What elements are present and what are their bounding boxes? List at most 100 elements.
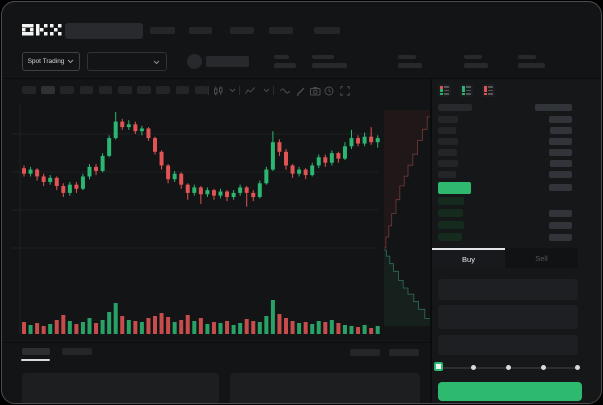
amount-bar — [549, 116, 572, 123]
market-stat-value-placeholder — [464, 63, 488, 68]
price-bar — [438, 149, 457, 156]
draw-pencil-icon[interactable] — [296, 86, 306, 96]
candlestick-chart[interactable] — [10, 98, 434, 346]
order-book-header[interactable] — [438, 101, 578, 114]
orders-panel-placeholder — [230, 373, 420, 403]
timeframe-button[interactable] — [98, 86, 113, 94]
divider — [2, 78, 601, 79]
bottom-tab[interactable] — [62, 348, 92, 355]
price-bar — [438, 116, 458, 123]
pair-name-placeholder — [206, 56, 249, 67]
price-bar — [438, 197, 464, 205]
timeframe-button[interactable] — [118, 86, 132, 94]
orders-panel-placeholder — [22, 373, 219, 403]
depth-overlay — [384, 110, 433, 326]
timeframe-button[interactable] — [156, 86, 170, 94]
order-book-row[interactable] — [438, 147, 578, 158]
chevron-down-icon[interactable] — [263, 88, 270, 93]
amount-bar — [549, 138, 572, 145]
amount-bar — [549, 184, 572, 191]
divider — [273, 86, 274, 95]
market-type-label: Spot Trading — [27, 58, 65, 65]
market-type-dropdown[interactable]: Spot Trading — [22, 52, 80, 71]
timeframe-button[interactable] — [137, 86, 151, 94]
order-book-row[interactable] — [438, 136, 578, 147]
okx-logo — [22, 24, 62, 36]
gridlines — [12, 104, 378, 334]
pair-selector-dropdown[interactable] — [87, 52, 167, 71]
buy-sell-tabs: Buy Sell — [432, 248, 578, 268]
market-stat-value-placeholder — [274, 63, 296, 68]
active-tab-underline — [21, 359, 50, 361]
timeframe-button[interactable] — [175, 86, 190, 94]
price-bar — [438, 160, 458, 167]
total-input[interactable] — [438, 335, 578, 355]
divider — [208, 86, 209, 95]
slider-tick[interactable] — [541, 365, 546, 370]
buy-submit-button[interactable] — [438, 382, 582, 401]
amount-input[interactable] — [438, 305, 578, 329]
chevron-down-icon — [153, 60, 160, 65]
chevron-down-icon[interactable] — [229, 88, 236, 93]
market-stat-label-placeholder — [312, 55, 334, 59]
price-bar — [438, 221, 464, 229]
pair-coin-icon — [187, 54, 202, 69]
market-stat-label-placeholder — [274, 55, 289, 59]
price-input[interactable] — [438, 279, 578, 300]
slider-tick[interactable] — [471, 365, 476, 370]
timeframe-button[interactable] — [60, 86, 74, 94]
amount-bar — [550, 127, 572, 134]
price-bar — [438, 233, 462, 241]
timeframe-button[interactable] — [22, 86, 36, 94]
nav-item[interactable] — [189, 27, 212, 34]
search-input[interactable] — [65, 23, 143, 39]
order-book — [438, 101, 578, 243]
chart-range-control[interactable] — [389, 349, 419, 356]
market-stat-label-placeholder — [398, 55, 416, 59]
market-stat-label-placeholder — [464, 55, 482, 59]
camera-icon[interactable] — [310, 86, 321, 96]
order-book-row[interactable] — [438, 125, 578, 136]
order-book-row[interactable] — [438, 231, 578, 243]
price-bar — [438, 171, 456, 178]
order-book-row[interactable] — [438, 114, 578, 125]
orderbook-view-combined-icon[interactable] — [438, 84, 451, 97]
timeframe-button[interactable] — [41, 86, 55, 94]
nav-item[interactable] — [150, 27, 175, 34]
slider-tick[interactable] — [506, 365, 511, 370]
orderbook-view-asks-icon[interactable] — [482, 84, 495, 97]
order-book-row[interactable] — [438, 169, 578, 180]
slider-tick[interactable] — [575, 365, 580, 370]
order-book-row[interactable] — [438, 158, 578, 169]
buy-tab[interactable]: Buy — [432, 248, 505, 268]
amount-bar — [549, 221, 572, 229]
divider — [430, 79, 432, 403]
orderbook-view-bids-icon[interactable] — [460, 84, 473, 97]
fullscreen-icon[interactable] — [340, 86, 350, 96]
timeframe-button[interactable] — [194, 86, 209, 94]
nav-item[interactable] — [269, 27, 293, 34]
line-tool-icon[interactable] — [280, 86, 291, 96]
price-bar — [438, 138, 458, 145]
amount-bar — [550, 160, 572, 167]
price-bar — [438, 209, 463, 217]
divider — [239, 86, 240, 95]
sell-tab[interactable]: Sell — [505, 248, 578, 268]
order-book-row[interactable] — [438, 219, 578, 231]
history-clock-icon[interactable] — [324, 86, 334, 96]
market-stat-value-placeholder — [518, 63, 545, 68]
divider — [2, 342, 430, 343]
chart-range-control[interactable] — [350, 349, 380, 356]
market-stat-value-placeholder — [398, 63, 422, 68]
indicators-icon[interactable] — [245, 86, 256, 96]
nav-item[interactable] — [314, 27, 340, 34]
last-price-row[interactable] — [438, 180, 578, 195]
timeframe-button[interactable] — [79, 86, 94, 94]
nav-item[interactable] — [230, 27, 254, 34]
bottom-tab-active[interactable] — [22, 348, 50, 355]
candle-style-icon[interactable] — [213, 86, 224, 96]
market-stat-label-placeholder — [518, 55, 536, 59]
order-book-row[interactable] — [438, 195, 578, 207]
order-book-row[interactable] — [438, 207, 578, 219]
slider-handle[interactable] — [434, 362, 443, 371]
